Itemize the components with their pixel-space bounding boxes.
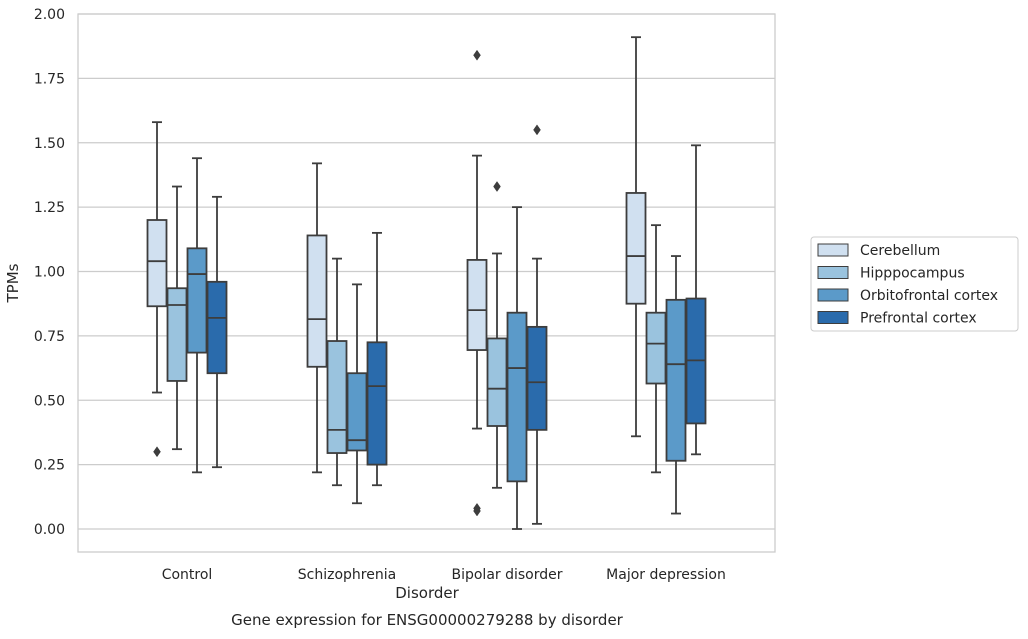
box-hipppocampus [326,257,348,487]
plot-area-frame [77,13,776,553]
legend-swatch [817,288,849,302]
legend: Cerebellum Hipppocampus Orbitofrontal cort… [810,236,1019,332]
box-body [526,325,548,431]
box-body [665,298,687,462]
box-body [186,247,208,354]
box-cerebellum [146,121,168,458]
box-prefrontal-cortex [366,231,388,487]
y-axis-label: TPMs [4,263,22,303]
legend-label: Cerebellum [860,243,940,259]
box-orbitofrontal-cortex [346,283,368,505]
chart-caption: Gene expression for ENSG00000279288 by d… [231,611,624,629]
box-body [466,259,488,351]
y-tick-label: 1.00 [34,265,65,281]
box-cerebellum [306,162,328,474]
legend-swatch [817,266,849,279]
x-tick-label: Control [162,567,213,583]
y-tick-label: 2.00 [34,7,65,23]
x-tick-label: Major depression [606,567,726,583]
box-prefrontal-cortex [526,124,548,525]
y-tick-label: 0.50 [34,393,65,409]
box-hipppocampus [486,181,508,489]
box-orbitofrontal-cortex [665,255,687,515]
y-tick-label: 0.25 [34,458,65,474]
outlier-point [473,505,481,517]
legend-frame [810,236,1019,332]
legend-label: Orbitofrontal cortex [860,288,998,304]
x-axis-label: Disorder [395,584,459,602]
outlier-point [153,446,161,458]
y-tick-label: 1.50 [34,136,65,152]
y-tick-label: 1.75 [34,71,65,87]
box-body [326,340,348,454]
legend-label: Hipppocampus [860,266,965,282]
y-tick-label: 0.75 [34,329,65,345]
box-hipppocampus [645,224,667,474]
box-hipppocampus [166,185,188,451]
box-body [486,337,508,427]
box-body [625,192,647,305]
x-axis-ticks: Control Schizophrenia Bipolar disorder Majo… [162,567,726,583]
legend-swatch [817,311,849,324]
box-body [645,311,667,385]
box-body [366,341,388,466]
box-prefrontal-cortex [685,144,707,456]
box-orbitofrontal-cortex [186,157,208,474]
y-axis-ticks: 0.00 0.25 0.50 0.75 1.00 1.25 1.50 1.75 2.00 [34,7,65,538]
outlier-point [533,124,541,136]
legend-label: Prefrontal cortex [860,311,977,327]
outlier-point [473,49,481,61]
box-body [146,219,168,308]
box-body [306,234,328,368]
box-cerebellum [466,49,488,517]
legend-swatch [817,243,849,257]
x-tick-label: Schizophrenia [298,567,396,583]
box-body [346,372,368,452]
box-body [506,311,528,483]
box-series [146,36,707,530]
box-body [206,280,228,375]
x-tick-label: Bipolar disorder [451,567,562,583]
box-prefrontal-cortex [206,195,228,469]
box-orbitofrontal-cortex [506,206,528,530]
box-cerebellum [625,36,647,438]
box-body [166,287,188,382]
y-tick-label: 0.00 [34,522,65,538]
y-tick-label: 1.25 [34,200,65,216]
outlier-point [493,181,501,192]
